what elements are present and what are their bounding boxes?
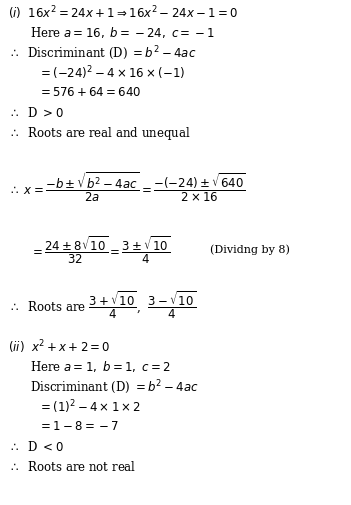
Text: $(i)$  $16x^2 = 24x + 1 \Rightarrow 16x^2 - 24x - 1 = 0$: $(i)$ $16x^2 = 24x + 1 \Rightarrow 16x^2… — [8, 4, 238, 22]
Text: Here $a = 1,\ b = 1,\ c = 2$: Here $a = 1,\ b = 1,\ c = 2$ — [30, 360, 171, 375]
Text: $= 1 - 8 = -7$: $= 1 - 8 = -7$ — [38, 421, 119, 433]
Text: $\therefore$  Roots are $\dfrac{3 + \sqrt{10}}{4}$,  $\dfrac{3 - \sqrt{10}}{4}$: $\therefore$ Roots are $\dfrac{3 + \sqrt… — [8, 289, 196, 321]
Text: $\therefore\ x = \dfrac{-b \pm \sqrt{b^2 - 4ac}}{2a} = \dfrac{-(-24) \pm \sqrt{6: $\therefore\ x = \dfrac{-b \pm \sqrt{b^2… — [8, 170, 246, 204]
Text: $= (1)^2 - 4 \times 1 \times 2$: $= (1)^2 - 4 \times 1 \times 2$ — [38, 398, 141, 416]
Text: Here $a = 16,\ b = -24,\ c = -1$: Here $a = 16,\ b = -24,\ c = -1$ — [30, 25, 215, 40]
Text: $\therefore$  Discriminant (D) $= b^2 - 4ac$: $\therefore$ Discriminant (D) $= b^2 - 4… — [8, 44, 196, 62]
Text: $\therefore$  D $> 0$: $\therefore$ D $> 0$ — [8, 106, 64, 120]
Text: Discriminant (D) $= b^2 - 4ac$: Discriminant (D) $= b^2 - 4ac$ — [30, 378, 199, 396]
Text: (Dividng by 8): (Dividng by 8) — [210, 245, 290, 256]
Text: $\therefore$  D $< 0$: $\therefore$ D $< 0$ — [8, 440, 64, 454]
Text: $\therefore$  Roots are not real: $\therefore$ Roots are not real — [8, 460, 137, 474]
Text: $= 576 + 64 = 640$: $= 576 + 64 = 640$ — [38, 86, 141, 99]
Text: $= (-24)^2 - 4 \times 16 \times (-1)$: $= (-24)^2 - 4 \times 16 \times (-1)$ — [38, 64, 185, 82]
Text: $\therefore$  Roots are real and unequal: $\therefore$ Roots are real and unequal — [8, 125, 191, 141]
Text: $= \dfrac{24 \pm 8\sqrt{10}}{32} = \dfrac{3 \pm \sqrt{10}}{4}$: $= \dfrac{24 \pm 8\sqrt{10}}{32} = \dfra… — [30, 234, 171, 266]
Text: $(ii)$  $x^2 + x + 2 = 0$: $(ii)$ $x^2 + x + 2 = 0$ — [8, 338, 111, 356]
